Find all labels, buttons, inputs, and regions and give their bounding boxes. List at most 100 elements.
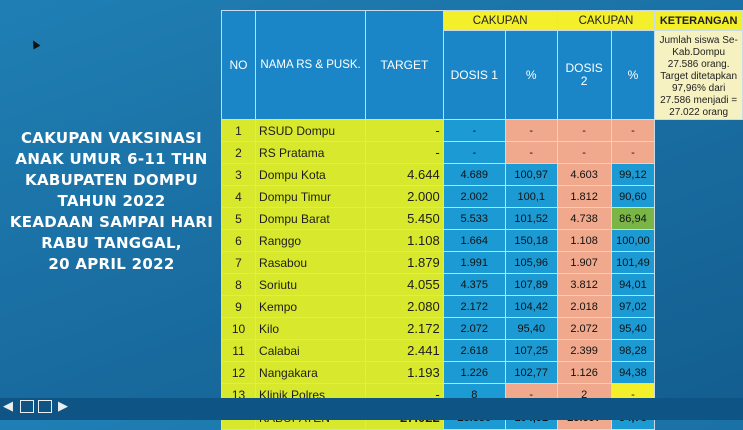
header-pct-2: % — [610, 30, 656, 120]
row-name: Dompu Kota — [255, 163, 367, 186]
row-target: 2.080 — [365, 295, 444, 318]
row-name: Nangakara — [255, 361, 367, 384]
row-dosis-2: - — [556, 119, 612, 142]
row-dosis-1: 2.002 — [442, 185, 506, 208]
row-name: Rasabou — [255, 251, 367, 274]
row-dosis-2: - — [556, 141, 612, 164]
table-row: 3 Dompu Kota 4.644 4.689 100,97 4.603 99,12 — [220, 163, 743, 186]
row-target: 1.879 — [365, 251, 444, 274]
row-dosis-2: 2.018 — [556, 295, 612, 318]
next-slide-icon[interactable]: ▶ — [58, 399, 68, 414]
row-dosis-1: 4.689 — [442, 163, 506, 186]
row-pct-2: 94,01 — [610, 273, 656, 296]
row-target: 5.450 — [365, 207, 444, 230]
row-target: 4.644 — [365, 163, 444, 186]
row-dosis-2: 1.907 — [556, 251, 612, 274]
table-row: 4 Dompu Timur 2.000 2.002 100,1 1.812 90,60 — [220, 185, 743, 208]
row-name: Ranggo — [255, 229, 367, 252]
header-keterangan: KETERANGAN — [654, 10, 743, 31]
table-row: 5 Dompu Barat 5.450 5.533 101,52 4.738 86,94 — [220, 207, 743, 230]
slide-title: CAKUPAN VAKSINASI ANAK UMUR 6-11 THN KAB… — [4, 128, 219, 275]
table-row: 9 Kempo 2.080 2.172 104,42 2.018 97,02 — [220, 295, 743, 318]
row-pct-1: 101,52 — [504, 207, 558, 230]
row-pct-1: 105,96 — [504, 251, 558, 274]
title-line: RABU TANGGAL, — [41, 234, 182, 252]
row-no: 10 — [220, 317, 257, 340]
row-dosis-2: 4.738 — [556, 207, 612, 230]
table-row: 10 Kilo 2.172 2.072 95,40 2.072 95,40 — [220, 317, 743, 340]
row-pct-2: 99,12 — [610, 163, 656, 186]
title-line: CAKUPAN VAKSINASI — [20, 129, 202, 147]
row-dosis-2: 1.108 — [556, 229, 612, 252]
presentation-bar — [0, 398, 743, 420]
row-pct-1: 107,25 — [504, 339, 558, 362]
slide-view-icon[interactable] — [20, 400, 34, 413]
title-line: TAHUN 2022 — [57, 192, 166, 210]
table-row: 11 Calabai 2.441 2.618 107,25 2.399 98,28 — [220, 339, 743, 362]
row-dosis-2: 2.399 — [556, 339, 612, 362]
prev-slide-icon[interactable]: ◀ — [3, 399, 13, 414]
row-no: 4 — [220, 185, 257, 208]
header-dosis-1: DOSIS 1 — [442, 30, 506, 120]
row-no: 6 — [220, 229, 257, 252]
row-no: 2 — [220, 141, 257, 164]
row-dosis-1: 1.664 — [442, 229, 506, 252]
row-target: 4.055 — [365, 273, 444, 296]
row-pct-1: 102,77 — [504, 361, 558, 384]
row-pct-1: - — [504, 119, 558, 142]
header-no: NO — [220, 10, 257, 120]
row-dosis-1: 5.533 — [442, 207, 506, 230]
row-pct-1: 100,1 — [504, 185, 558, 208]
row-name: RSUD Dompu — [255, 119, 367, 142]
title-line: ANAK UMUR 6-11 THN — [15, 150, 208, 168]
row-name: Kilo — [255, 317, 367, 340]
header-cakupan-1: CAKUPAN — [442, 10, 558, 31]
row-target: 2.000 — [365, 185, 444, 208]
row-name: RS Pratama — [255, 141, 367, 164]
row-no: 8 — [220, 273, 257, 296]
row-dosis-2: 1.126 — [556, 361, 612, 384]
row-target: - — [365, 141, 444, 164]
title-line: KEADAAN SAMPAI HARI — [9, 213, 214, 231]
row-pct-1: 104,42 — [504, 295, 558, 318]
row-pct-1: - — [504, 141, 558, 164]
table-row: 8 Soriutu 4.055 4.375 107,89 3.812 94,01 — [220, 273, 743, 296]
row-dosis-2: 1.812 — [556, 185, 612, 208]
row-pct-2: 100,00 — [610, 229, 656, 252]
pen-tool-icon[interactable] — [38, 400, 52, 413]
row-pct-1: 100,97 — [504, 163, 558, 186]
table-row: 7 Rasabou 1.879 1.991 105,96 1.907 101,49 — [220, 251, 743, 274]
row-dosis-2: 2.072 — [556, 317, 612, 340]
title-line: KABUPATEN DOMPU — [25, 171, 198, 189]
row-name: Dompu Barat — [255, 207, 367, 230]
row-no: 12 — [220, 361, 257, 384]
table-row: 2 RS Pratama - - - - - — [220, 141, 743, 164]
table-row: 1 RSUD Dompu - - - - - — [220, 119, 743, 142]
row-dosis-1: 2.172 — [442, 295, 506, 318]
row-target: - — [365, 119, 444, 142]
row-pct-2: 94,38 — [610, 361, 656, 384]
row-name: Calabai — [255, 339, 367, 362]
row-pct-1: 150,18 — [504, 229, 558, 252]
table-row: 12 Nangakara 1.193 1.226 102,77 1.126 94,38 — [220, 361, 743, 384]
header-target: TARGET — [365, 10, 444, 120]
row-dosis-1: 2.618 — [442, 339, 506, 362]
row-dosis-1: 1.226 — [442, 361, 506, 384]
row-target: 1.108 — [365, 229, 444, 252]
row-pct-1: 95,40 — [504, 317, 558, 340]
row-name: Soriutu — [255, 273, 367, 296]
mouse-cursor-icon — [29, 38, 41, 50]
header-cakupan-2: CAKUPAN — [556, 10, 656, 31]
row-pct-2: - — [610, 141, 656, 164]
row-no: 3 — [220, 163, 257, 186]
row-no: 1 — [220, 119, 257, 142]
row-name: Dompu Timur — [255, 185, 367, 208]
row-pct-2: 101,49 — [610, 251, 656, 274]
vaccination-table: NO NAMA RS & PUSK. TARGET CAKUPAN CAKUPA… — [220, 10, 743, 430]
row-dosis-1: 2.072 — [442, 317, 506, 340]
row-dosis-1: 4.375 — [442, 273, 506, 296]
row-dosis-2: 4.603 — [556, 163, 612, 186]
header-dosis-2: DOSIS 2 — [556, 30, 612, 120]
header-pct-1: % — [504, 30, 558, 120]
row-target: 2.441 — [365, 339, 444, 362]
